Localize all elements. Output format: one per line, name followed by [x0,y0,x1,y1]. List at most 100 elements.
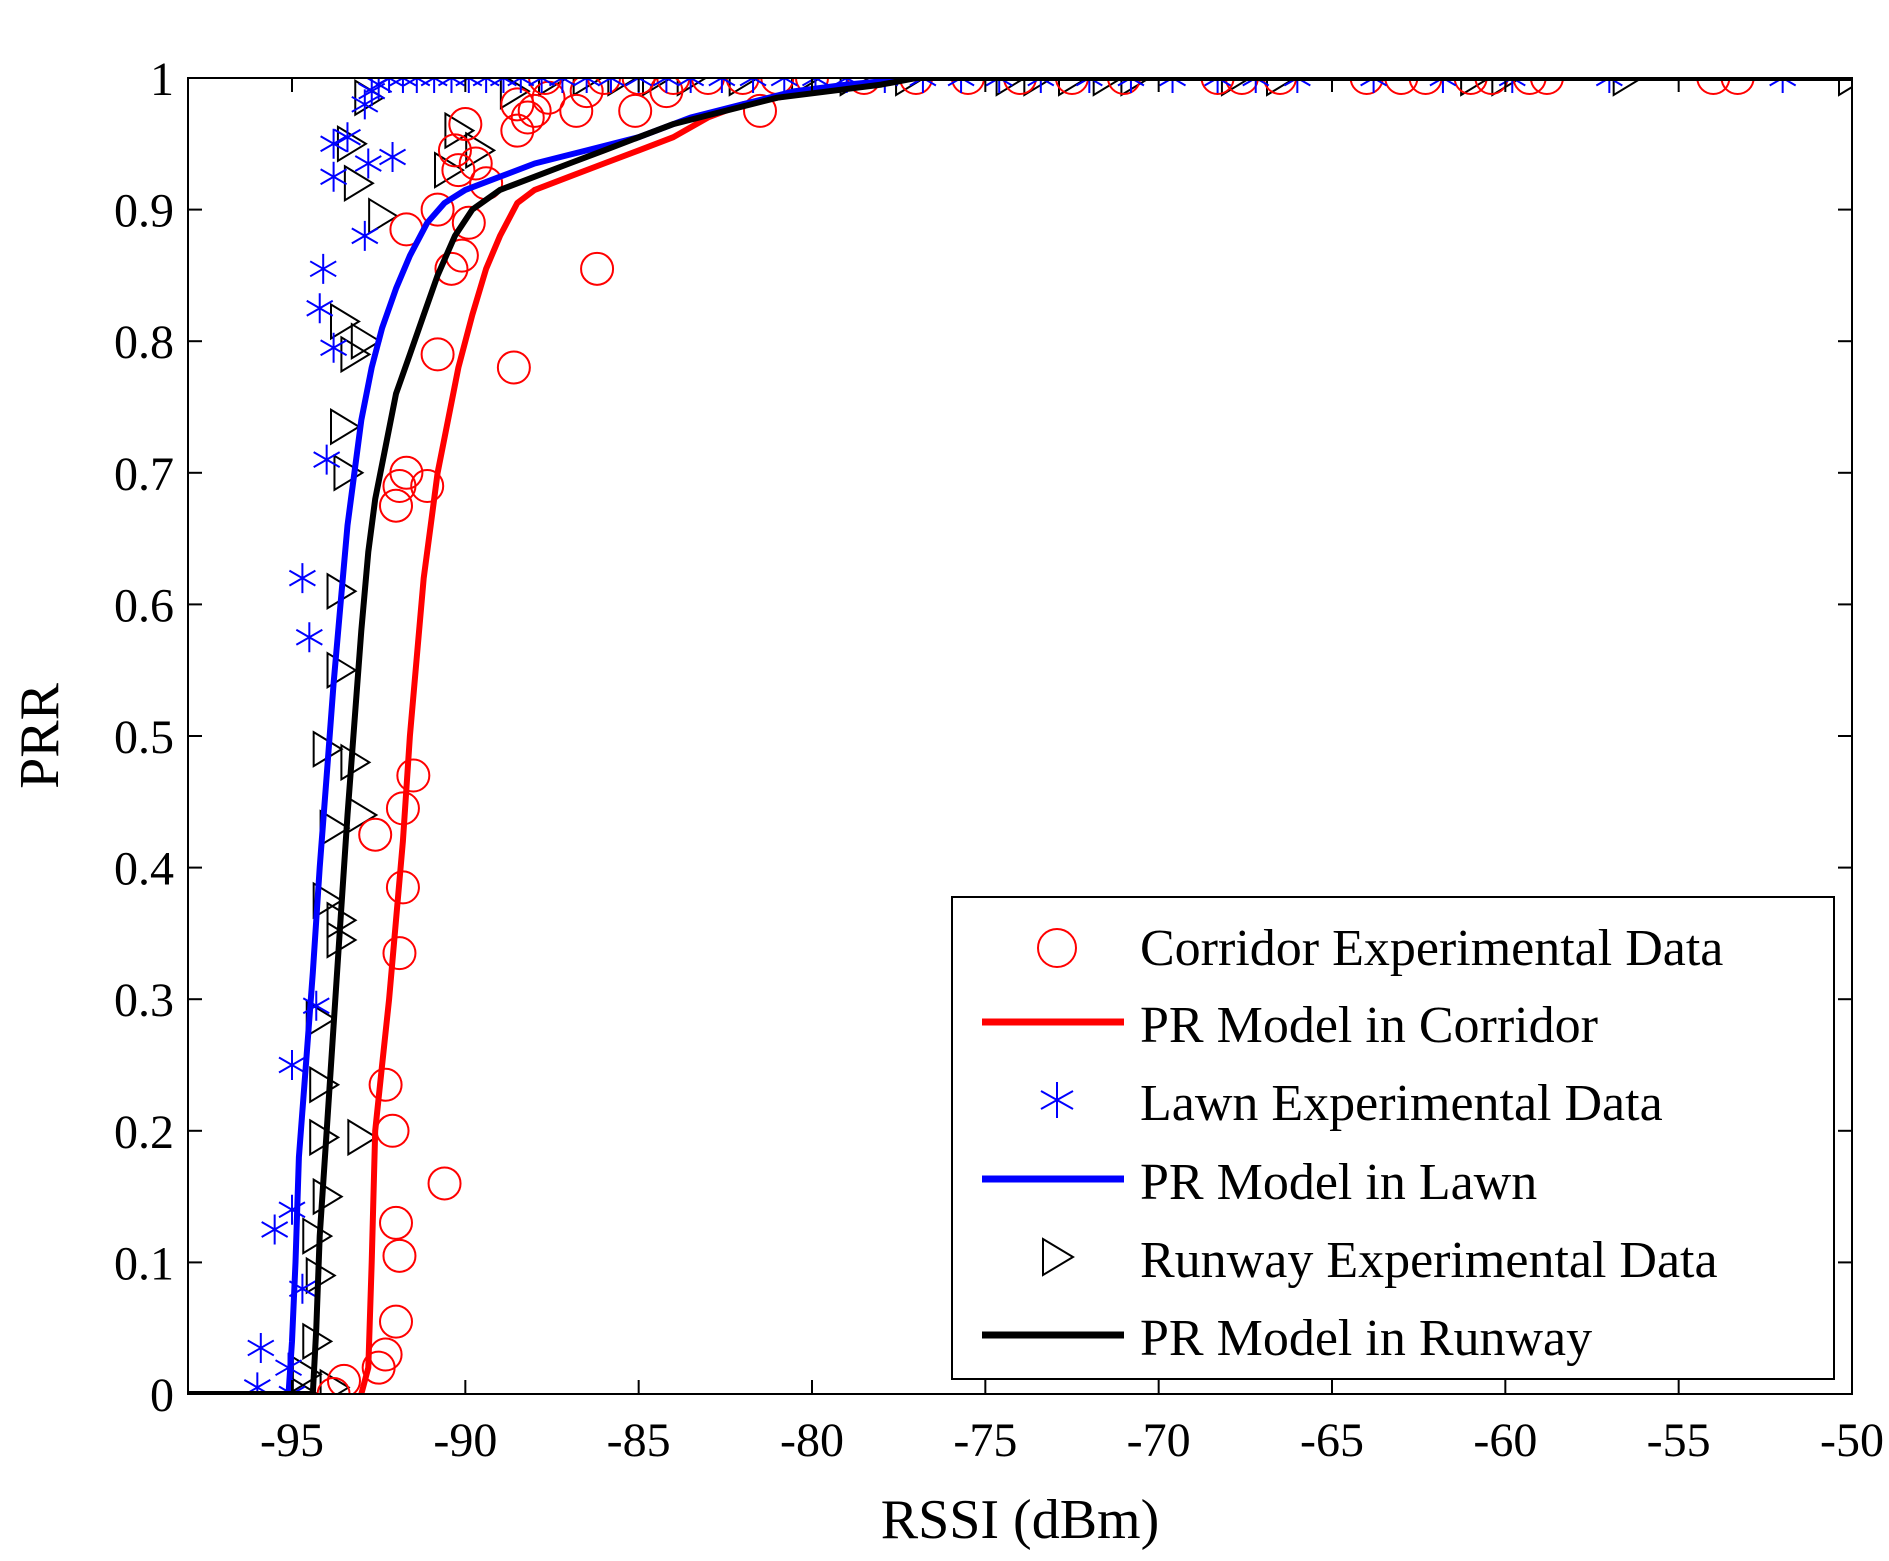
lawn-experimental-data-series [243,78,1797,1394]
runway-experimental-data-point [995,78,1027,97]
corridor-experimental-data-point [427,1166,462,1201]
runway-experimental-data-point [333,454,365,492]
legend: Corridor Experimental Data PR Model in C… [951,896,1835,1380]
corridor-experimental-data-point [1512,78,1547,95]
corridor-experimental-data-point [358,817,393,852]
legend-lawn-model-label: PR Model in Lawn [1140,1154,1537,1211]
lawn-experimental-data-point [597,78,625,93]
corridor-experimental-data-point [379,1205,413,1240]
runway-experimental-data-point [1058,78,1089,97]
y-tick-label: 0.3 [114,974,174,1027]
x-tick-label: -90 [433,1414,497,1467]
lawn-experimental-data-point [1117,78,1145,93]
runway-experimental-data-point [1460,78,1492,97]
corridor-experimental-data-point [618,93,653,128]
y-tick-label: 0.4 [114,843,174,896]
runway-experimental-data-point [312,881,344,920]
x-tick-label: -60 [1473,1414,1537,1467]
legend-runway-data-label: Runway Experimental Data [1140,1232,1718,1289]
runway-experimental-data-point [1092,78,1124,97]
y-tick-label: 0.2 [114,1106,174,1159]
corridor-experimental-data-point [559,93,594,128]
corridor-experimental-data-point [1453,78,1488,95]
legend-lawn-marker [1040,1082,1074,1118]
y-tick-label: 0.8 [114,316,174,369]
lawn-experimental-data-point [1075,78,1103,93]
runway-experimental-data-point [499,78,531,110]
corridor-experimental-data-point [951,78,985,95]
legend-corridor-data-label: Corridor Experimental Data [1140,920,1723,977]
runway-experimental-data-point [291,1355,323,1394]
corridor-experimental-data-point [500,113,535,148]
corridor-experimental-data-point [528,78,563,95]
y-axis-title: PRR [9,682,71,788]
runway-experimental-data-point [895,78,926,97]
x-tick-label: -85 [607,1414,671,1467]
lawn-experimental-data-point [261,1214,289,1245]
corridor-experimental-data-point [396,758,431,793]
runway-experimental-data-point [326,651,358,689]
lawn-experimental-data-point [278,1194,306,1225]
x-tick-label: -65 [1300,1414,1364,1467]
corridor-experimental-data-point [451,205,486,240]
corridor-experimental-data-point [847,78,881,95]
y-tick-label: 0.5 [114,711,174,764]
lawn-experimental-data-point [1429,78,1457,93]
corridor-experimental-data-point [510,100,545,135]
runway-experimental-data-point [1220,78,1252,97]
corridor-experimental-data-point [327,1363,361,1394]
runway-experimental-data-point [312,1177,344,1216]
runway-experimental-data-point [642,78,673,97]
lawn-experimental-data-point [288,563,316,594]
lawn-experimental-data-point [320,332,348,363]
lawn-experimental-data-point [708,78,736,93]
corridor-experimental-data-point [441,153,476,188]
lawn-experimental-data-point [739,78,767,93]
corridor-experimental-data-point [496,350,531,385]
corridor-experimental-data-point [368,1067,403,1102]
corridor-experimental-data-point [569,78,604,109]
lawn-experimental-data-point [1769,78,1797,93]
corridor-experimental-data-point [621,78,656,95]
lawn-experimental-data-point [278,1050,306,1080]
lawn-experimental-data-point [1360,78,1388,93]
lawn-experimental-data-point [389,78,417,93]
runway-experimental-data-point [309,1065,341,1104]
lawn-experimental-data-point [309,253,337,284]
lawn-experimental-data-point [351,220,379,251]
corridor-experimental-data-point [899,78,933,95]
lawn-experimental-data-point [652,78,680,93]
corridor-experimental-data-point [389,455,424,490]
lawn-experimental-data-point [947,78,975,93]
corridor-experimental-data-series [316,78,1755,1394]
x-tick-label: -95 [260,1414,324,1467]
corridor-experimental-data-point [656,78,691,95]
lawn-experimental-data-point [354,148,382,179]
lawn-experimental-data-point [548,78,576,93]
runway-experimental-data-point [330,407,361,446]
corridor-experimental-data-point [1474,78,1509,95]
y-tick-label: 0.6 [114,579,174,632]
corridor-experimental-data-point [1384,78,1419,95]
x-tick-label: -80 [780,1414,844,1467]
corridor-experimental-data-point [1529,78,1564,95]
corridor-experimental-data-point [580,251,615,286]
lawn-experimental-data-point [320,161,348,192]
lawn-experimental-data-point [333,122,361,153]
lawn-experimental-data-point [1027,78,1055,93]
corridor-experimental-data-point [587,78,621,95]
corridor-experimental-data-point [1720,78,1755,95]
y-tick-label: 0.1 [114,1237,174,1290]
corridor-experimental-data-point [1200,78,1235,95]
corridor-experimental-data-point [448,107,483,142]
lawn-experimental-data-point [985,78,1013,93]
lawn-experimental-data-point [1242,78,1270,93]
x-axis-title: RSSI (dBm) [881,1489,1160,1551]
runway-experimental-data-point [1266,78,1297,97]
legend-lawn-data-label: Lawn Experimental Data [1140,1075,1663,1132]
corridor-experimental-data-point [1224,78,1259,95]
y-tick-label: 1 [150,53,174,106]
corridor-experimental-data-point [1263,78,1297,95]
corridor-experimental-data-point [1003,78,1037,95]
